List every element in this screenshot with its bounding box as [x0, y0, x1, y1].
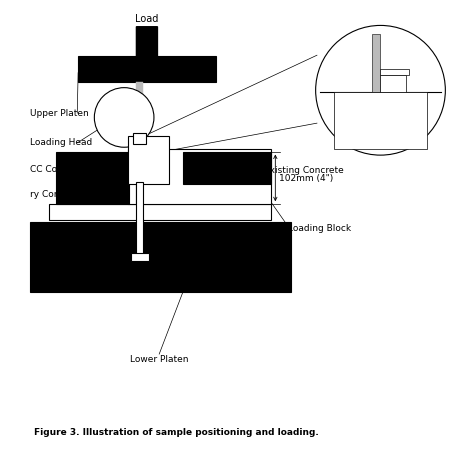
- Text: Lower Platen: Lower Platen: [130, 355, 188, 364]
- Text: Existing Concrete: Existing Concrete: [264, 165, 343, 175]
- Bar: [56, 152, 128, 184]
- Text: 32 mm
(1¼"): 32 mm (1¼"): [362, 65, 384, 76]
- Bar: [78, 56, 216, 82]
- Text: Loading Head: Loading Head: [30, 138, 92, 148]
- Bar: [334, 93, 426, 148]
- FancyArrow shape: [129, 27, 165, 79]
- Circle shape: [94, 88, 154, 147]
- Bar: [127, 136, 169, 184]
- Bar: [133, 133, 146, 144]
- Text: Figure 3. Illustration of sample positioning and loading.: Figure 3. Illustration of sample positio…: [34, 428, 318, 437]
- Circle shape: [315, 25, 444, 155]
- Bar: [56, 184, 128, 204]
- Text: Upper Platen: Upper Platen: [30, 108, 88, 118]
- Bar: [127, 149, 270, 204]
- Bar: [136, 82, 143, 204]
- Bar: [136, 182, 143, 257]
- Bar: [131, 253, 148, 261]
- Text: Loading Block: Loading Block: [288, 224, 351, 233]
- Bar: [371, 34, 379, 93]
- Bar: [379, 69, 409, 75]
- Text: 13 mm
(1/2"): 13 mm (1/2"): [382, 38, 404, 48]
- Text: 102mm (4"): 102mm (4"): [278, 174, 332, 183]
- Bar: [183, 152, 270, 184]
- Bar: [49, 204, 270, 219]
- Text: CC Core: CC Core: [30, 165, 66, 174]
- Text: ry Concrete: ry Concrete: [30, 189, 83, 199]
- Bar: [379, 75, 405, 93]
- Text: Load: Load: [135, 14, 158, 24]
- Bar: [30, 222, 290, 292]
